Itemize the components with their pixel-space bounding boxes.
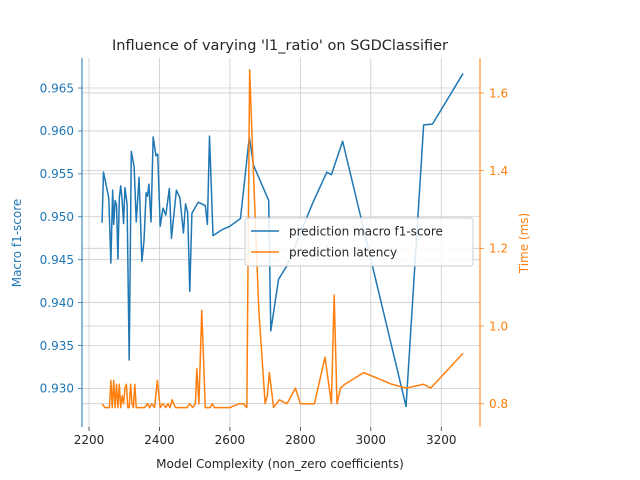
x-tick-label: 2200	[74, 433, 105, 447]
legend-box	[244, 217, 474, 267]
y-axis-label-left: Macro f1-score	[10, 199, 24, 288]
y-tick-label-right: 1.2	[489, 242, 508, 256]
series-line-latency	[101, 68, 464, 409]
legend-label: prediction macro f1-score	[289, 224, 443, 238]
y-tick-label-left: 0.960	[40, 124, 74, 138]
x-axis-label: Model Complexity (non_zero coefficients)	[156, 457, 404, 471]
y-axis-label-right: Time (ms)	[517, 213, 531, 275]
y-tick-label-left: 0.940	[40, 296, 74, 310]
chart-title: Influence of varying 'l1_ratio' on SGDCl…	[112, 38, 448, 54]
legend-label: prediction latency	[289, 245, 397, 259]
x-tick-label: 3200	[426, 433, 457, 447]
y-tick-label-left: 0.930	[40, 382, 74, 396]
x-tick-label: 3000	[356, 433, 387, 447]
axes-layer: 2200 2400 2600 2800 3000 3200 0.930 0.935 0.940 0…	[40, 58, 508, 447]
y-tick-label-left: 0.950	[40, 210, 74, 224]
series-line-f1-score	[101, 73, 464, 408]
series-layer	[101, 68, 464, 409]
x-tick-label: 2800	[285, 433, 316, 447]
x-tick-label: 2600	[215, 433, 246, 447]
y-tick-label-right: 0.8	[489, 397, 508, 411]
y-tick-label-left: 0.955	[40, 167, 74, 181]
y-tick-label-right: 1.4	[489, 164, 508, 178]
y-tick-label-right: 1.0	[489, 319, 508, 333]
y-tick-label-left: 0.965	[40, 81, 74, 95]
chart-legend: prediction macro f1-score prediction late…	[244, 217, 474, 267]
y-tick-label-left: 0.935	[40, 339, 74, 353]
y-tick-label-left: 0.945	[40, 253, 74, 267]
x-tick-label: 2400	[144, 433, 175, 447]
y-tick-label-right: 1.6	[489, 86, 508, 100]
